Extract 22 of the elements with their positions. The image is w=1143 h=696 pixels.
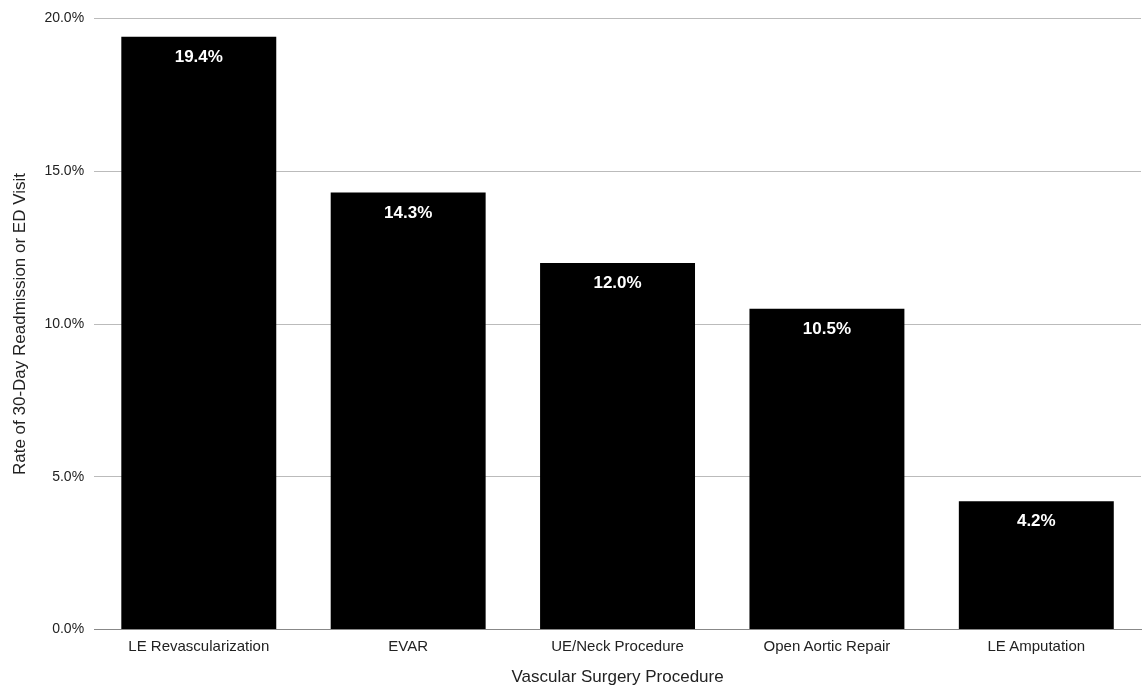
y-tick-label: 20.0%: [44, 9, 85, 26]
x-tick-label: EVAR: [388, 636, 429, 654]
x-tick-label: Open Aortic Repair: [763, 636, 891, 654]
y-tick-label: 15.0%: [44, 162, 85, 179]
data-label: 14.3%: [384, 202, 433, 222]
y-axis-title: Rate of 30-Day Readmission or ED Visit: [9, 172, 29, 476]
y-tick-label: 0.0%: [52, 620, 85, 637]
x-tick-label: LE Revascularization: [128, 636, 270, 654]
data-label: 4.2%: [1016, 511, 1056, 531]
bar: [749, 308, 905, 630]
bar: [121, 36, 277, 630]
y-tick-label: 10.0%: [44, 314, 85, 331]
x-tick-label: UE/Neck Procedure: [551, 636, 684, 654]
data-label: 12.0%: [593, 273, 642, 293]
x-axis-title: Vascular Surgery Procedure: [511, 667, 724, 687]
data-label: 19.4%: [174, 46, 223, 66]
data-label: 10.5%: [802, 318, 852, 338]
x-tick-label: LE Amputation: [987, 636, 1086, 654]
bar: [330, 192, 486, 630]
y-tick-label: 5.0%: [52, 467, 85, 484]
bar: [958, 501, 1114, 630]
bar: [540, 262, 696, 630]
